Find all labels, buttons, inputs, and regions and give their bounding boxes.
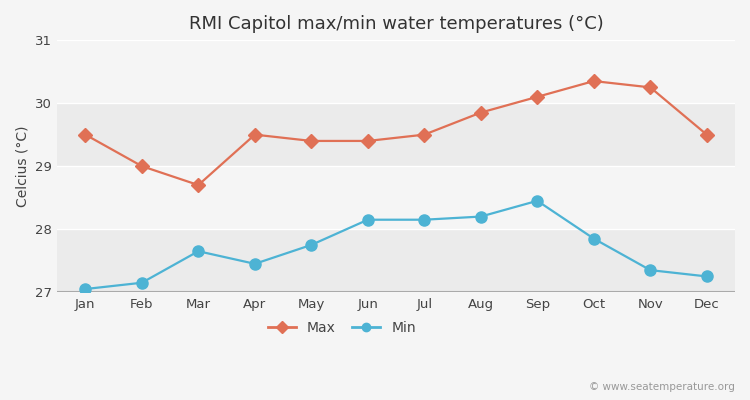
Min	[81, 287, 90, 292]
Bar	[57, 40, 735, 103]
Bar	[57, 103, 735, 166]
Min	[137, 280, 146, 285]
Min	[702, 274, 711, 279]
Max	[532, 94, 542, 99]
Min	[590, 236, 598, 241]
Title: RMI Capitol max/min water temperatures (°C): RMI Capitol max/min water temperatures (…	[189, 15, 604, 33]
Line: Max: Max	[80, 76, 712, 190]
Max	[137, 164, 146, 168]
Max	[702, 132, 711, 137]
Max	[251, 132, 260, 137]
Bar	[57, 229, 735, 292]
Max	[476, 110, 485, 115]
Min	[194, 249, 202, 254]
Legend: Max, Min: Max, Min	[262, 316, 422, 341]
Min	[646, 268, 655, 272]
Line: Min: Min	[80, 195, 712, 294]
Max	[194, 183, 202, 188]
Min	[307, 242, 316, 247]
Min	[251, 262, 260, 266]
Min	[420, 217, 429, 222]
Text: © www.seatemperature.org: © www.seatemperature.org	[590, 382, 735, 392]
Max	[363, 138, 372, 143]
Min	[363, 217, 372, 222]
Max	[590, 79, 598, 84]
Min	[532, 198, 542, 203]
Bar	[57, 166, 735, 229]
Max	[81, 132, 90, 137]
Max	[420, 132, 429, 137]
Min	[476, 214, 485, 219]
Max	[646, 85, 655, 90]
Y-axis label: Celcius (°C): Celcius (°C)	[15, 125, 29, 207]
Max	[307, 138, 316, 143]
